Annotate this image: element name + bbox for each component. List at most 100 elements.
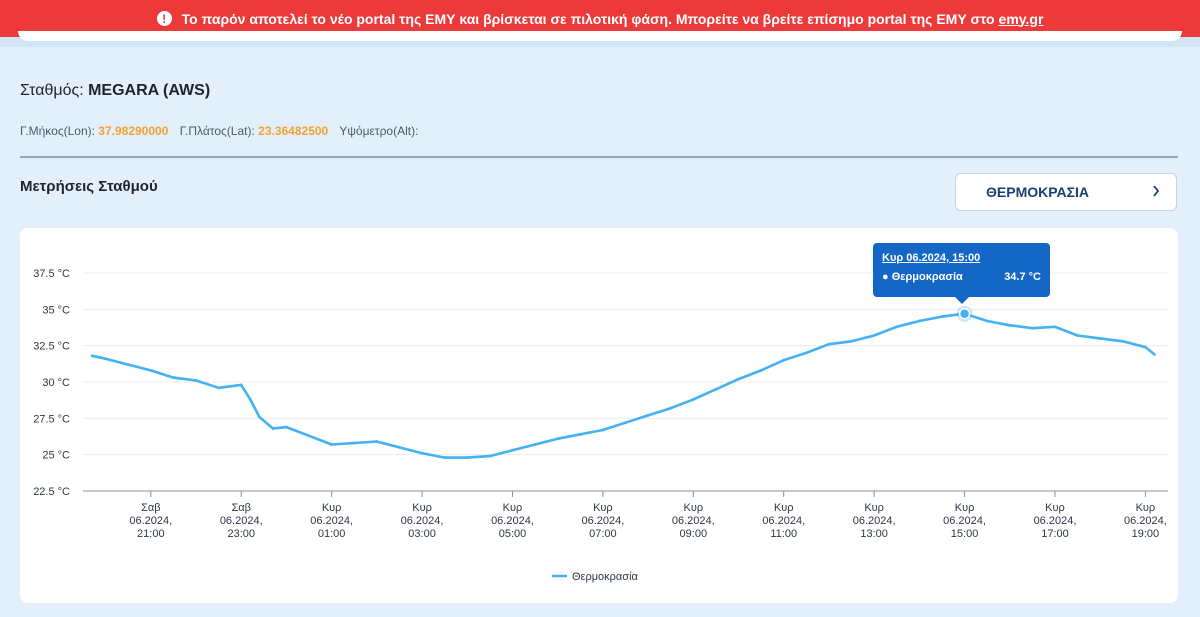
pilot-banner: ! Το παρόν αποτελεί το νέο portal της ΕΜ… — [0, 0, 1200, 37]
x-tick-label: 06.2024, — [672, 515, 715, 527]
data-point — [285, 425, 288, 429]
data-point — [759, 368, 763, 372]
data-point — [533, 443, 537, 446]
data-point — [420, 451, 424, 455]
data-point — [172, 376, 175, 380]
x-tick-label: Κυρ — [1136, 502, 1156, 514]
data-point — [691, 398, 695, 401]
data-point — [1153, 352, 1156, 356]
tooltip-series: ● Θερμοκρασία — [882, 271, 963, 283]
data-point — [940, 315, 944, 318]
data-point — [271, 427, 275, 430]
x-tick-label: 01:00 — [318, 528, 346, 540]
x-tick-label: Κυρ — [774, 502, 794, 514]
x-tick-label: 06.2024, — [581, 515, 624, 527]
chart-card: 37.5 °C 35 °C 32.5 °C 30 °C 27.5 °C 25 °C 22.5… — [20, 228, 1178, 603]
y-tick-label: 27.5 °C — [33, 413, 70, 425]
chart-tooltip: Κυρ 06.2024, 15:00 ● Θερμοκρασία 34.7 °C — [873, 243, 1050, 304]
data-point — [239, 383, 243, 387]
y-tick-label: 30 °C — [42, 377, 70, 389]
data-point — [782, 358, 786, 362]
divider — [20, 156, 1178, 158]
y-tick-label: 35 °C — [42, 304, 70, 316]
y-tick-label: 37.5 °C — [33, 268, 70, 280]
x-tick-label: 06.2024, — [401, 515, 444, 527]
x-tick-label: 05:00 — [499, 528, 527, 540]
data-point — [465, 456, 469, 459]
data-point — [248, 398, 252, 401]
x-tick-label: 06.2024, — [1124, 515, 1167, 527]
lat-label: Γ.Πλάτος(Lat): — [179, 124, 255, 138]
x-tick-label: 23:00 — [227, 528, 255, 540]
data-point — [601, 428, 605, 432]
station-coordinates: Γ.Μήκος(Lon): 37.98290000 Γ.Πλάτος(Lat):… — [20, 124, 426, 138]
x-tick-label: 09:00 — [680, 528, 708, 540]
data-point — [398, 446, 401, 449]
data-point — [126, 363, 130, 366]
data-point — [872, 334, 876, 337]
data-point — [375, 440, 379, 443]
x-tick-label: Κυρ — [1045, 502, 1065, 514]
data-point — [443, 456, 447, 459]
data-point — [307, 434, 311, 438]
x-tick-label: 06.2024, — [943, 515, 986, 527]
x-tick-label: Κυρ — [322, 502, 342, 514]
data-point — [511, 448, 514, 452]
data-point — [1030, 326, 1034, 330]
data-point — [1008, 323, 1012, 327]
data-point — [556, 437, 560, 441]
data-point — [895, 325, 899, 329]
x-tick-label: Κυρ — [864, 502, 884, 514]
data-point — [257, 415, 261, 419]
data-point — [827, 342, 831, 346]
alt-label: Υψόμετρο(Alt): — [339, 124, 419, 138]
x-tick-label: 06.2024, — [491, 515, 534, 527]
y-tick-label: 25 °C — [42, 450, 70, 462]
x-tick-label: Κυρ — [503, 502, 523, 514]
data-point — [1121, 339, 1125, 343]
lat-value: 23.36482500 — [258, 124, 329, 138]
measurement-select-label: ΘΕΡΜΟΚΡΑΣΙΑ — [986, 184, 1090, 200]
x-tick-label: Σαβ — [141, 502, 161, 514]
data-point — [104, 357, 108, 361]
data-point — [1098, 337, 1102, 340]
data-point — [850, 339, 853, 343]
x-tick-label: Σαβ — [231, 502, 251, 514]
chevron-right-icon — [1152, 184, 1160, 200]
x-tick-label: 11:00 — [770, 528, 797, 540]
header-strip — [0, 31, 1200, 47]
x-tick-label: 06.2024, — [1034, 515, 1077, 527]
data-point — [804, 351, 808, 355]
data-point — [714, 387, 718, 391]
x-tick-label: 17:00 — [1041, 528, 1069, 540]
data-point — [217, 386, 221, 390]
lon-value: 37.98290000 — [98, 124, 169, 138]
data-point — [578, 432, 582, 436]
measurements-title: Μετρήσεις Σταθμού — [20, 178, 158, 195]
temperature-chart[interactable]: 37.5 °C 35 °C 32.5 °C 30 °C 27.5 °C 25 °C 22.5… — [20, 228, 1178, 603]
banner-link[interactable]: emy.gr — [998, 10, 1044, 27]
data-point — [669, 406, 673, 410]
tooltip-date: Κυρ 06.2024, 15:00 — [882, 252, 981, 264]
data-point — [646, 414, 650, 417]
measurement-select[interactable]: ΘΕΡΜΟΚΡΑΣΙΑ — [955, 173, 1177, 211]
tooltip-value: 34.7 °C — [1004, 271, 1041, 283]
station-name: MEGARA (AWS) — [88, 82, 211, 99]
x-tick-label: 06.2024, — [853, 515, 896, 527]
station-label: Σταθμός: — [20, 82, 84, 99]
legend-label: Θερμοκρασία — [572, 571, 639, 583]
x-tick-label: Κυρ — [412, 502, 432, 514]
x-tick-label: 06.2024, — [310, 515, 353, 527]
x-tick-label: 13:00 — [860, 528, 888, 540]
banner-text: Το παρόν αποτελεί το νέο portal της ΕΜΥ … — [181, 10, 995, 27]
data-point — [488, 454, 492, 458]
data-point — [149, 368, 153, 372]
x-tick-label: 07:00 — [589, 528, 617, 540]
x-tick-label: 06.2024, — [220, 515, 263, 527]
highlight-point — [958, 307, 971, 320]
data-point — [737, 377, 740, 381]
exclamation-icon: ! — [156, 11, 172, 26]
data-point — [917, 319, 921, 323]
data-point — [1143, 345, 1147, 349]
data-point — [1053, 325, 1057, 329]
